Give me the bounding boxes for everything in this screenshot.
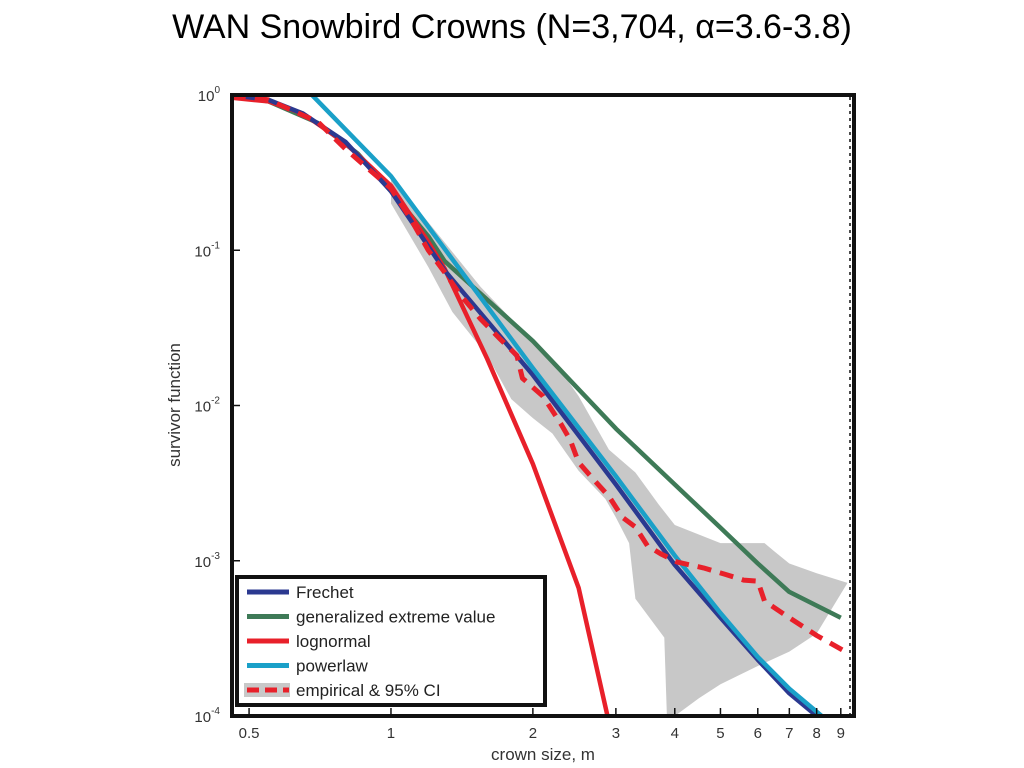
x-tick-label: 2 [529,725,537,742]
x-tick-label: 8 [813,725,821,742]
x-tick-label: 4 [671,725,679,742]
legend: Frechet generalized extreme value lognorma… [235,575,547,707]
x-tick-label: 5 [716,725,724,742]
ci-band-area [391,176,848,716]
chart-title: WAN Snowbird Crowns (N=3,704, α=3.6-3.8) [172,8,852,46]
axis-ticks-layer [232,94,842,717]
series-line-empirical-95-ci [232,95,847,654]
legend-entry-label: powerlaw [296,657,369,676]
legend-entry-label: Frechet [296,583,354,602]
x-tick-label: 7 [785,725,793,742]
y-tick-label: 10-2 [194,396,220,416]
y-axis-label: survivor function [165,343,184,467]
x-tick-label: 9 [837,725,845,742]
series-lines-layer [232,95,847,716]
x-tick-label: 1 [387,725,395,742]
x-axis-label: crown size, m [491,745,595,764]
tick-labels-layer: 0.5 1 2 3 4 5 6 7 8 9 100 10-1 10-2 10-3 10-4 [194,85,845,742]
ci-band-layer [391,176,848,716]
y-tick-label: 10-1 [194,240,220,260]
y-tick-label: 10-3 [194,551,220,571]
x-tick-label: 6 [754,725,762,742]
legend-entry-label: generalized extreme value [296,608,495,627]
x-tick-label: 3 [612,725,620,742]
x-tick-label: 0.5 [239,725,260,742]
legend-entry-label: lognormal [296,632,371,651]
y-tick-label: 10-4 [194,706,220,726]
legend-entry-label: empirical & 95% CI [296,681,441,700]
series-line-powerlaw [310,95,824,716]
y-tick-label: 100 [198,85,221,105]
